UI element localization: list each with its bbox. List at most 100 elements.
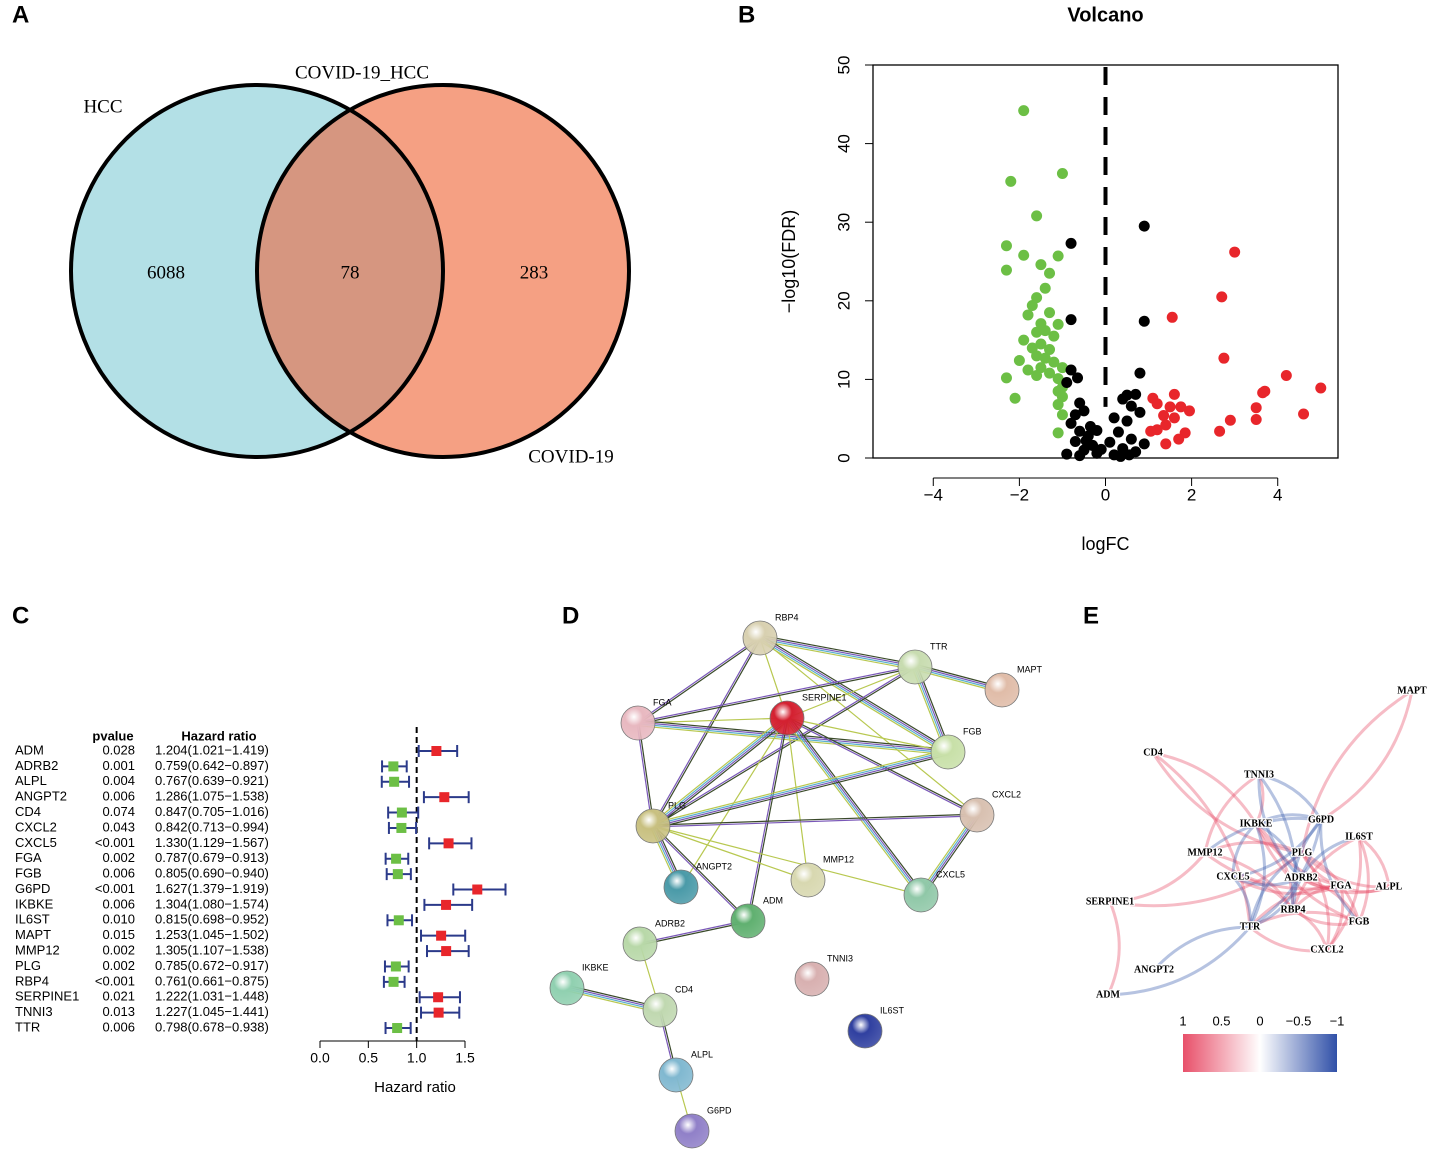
node-label: ALPL (691, 1049, 713, 1059)
hazard-ratio-text: 0.847(0.705−1.016) (155, 804, 269, 819)
row-label: FGA (15, 850, 42, 865)
point (1298, 408, 1310, 420)
node-label: G6PD (1308, 814, 1334, 825)
point (1145, 425, 1157, 437)
node-label: CD4 (675, 984, 693, 994)
node-label: TTR (930, 641, 948, 651)
y-tick-label: 30 (834, 213, 853, 232)
edge (1300, 689, 1414, 855)
edge (1151, 751, 1304, 855)
edge (1291, 884, 1343, 912)
node-label: RBP4 (775, 612, 799, 622)
edge-strand (651, 826, 748, 923)
node-label: CXCL2 (992, 789, 1021, 799)
estimate (391, 853, 402, 864)
point (1000, 264, 1012, 276)
node-label: FGA (653, 697, 672, 707)
x-tick-label: 2 (1187, 485, 1196, 504)
point (1218, 352, 1230, 364)
node-label: ADRB2 (1284, 872, 1317, 883)
point (1091, 424, 1103, 436)
edge (1254, 773, 1265, 826)
p-value: 0.006 (102, 1019, 135, 1034)
point (1022, 364, 1034, 376)
edge (1319, 818, 1361, 924)
point (1250, 413, 1262, 425)
hazard-ratio-text: 1.227(1.045−1.441) (155, 1004, 269, 1019)
point (1056, 362, 1068, 374)
p-value: <0.001 (95, 881, 135, 896)
edge (1231, 822, 1258, 879)
node (930, 734, 966, 770)
edge-strand (638, 667, 916, 725)
edge-strand (652, 825, 809, 881)
point (1138, 438, 1150, 450)
p-value: 0.006 (102, 789, 135, 804)
p-value: 0.002 (102, 958, 135, 973)
set-count: 78 (341, 262, 360, 283)
edge (1291, 908, 1329, 952)
edge (1231, 875, 1295, 912)
hazard-ratio-text: 0.785(0.672−0.917) (155, 958, 269, 973)
edge (1231, 875, 1303, 887)
estimate (389, 776, 400, 787)
p-value: 0.043 (102, 819, 135, 834)
point (1065, 314, 1077, 326)
point (1069, 409, 1081, 421)
colorbar-tick-label: 0.5 (1212, 1013, 1230, 1028)
edge (651, 824, 750, 923)
set-label: COVID-19_HCC (295, 62, 429, 83)
hazard-ratio-text: 0.798(0.678−0.938) (155, 1019, 269, 1034)
node-label: ADM (1096, 989, 1120, 1000)
node (847, 1013, 883, 1049)
edge (1152, 925, 1252, 972)
point (1048, 330, 1060, 342)
hazard-ratio-text: 1.305(1.107−1.538) (155, 943, 269, 958)
node (959, 797, 995, 833)
node-label: IL6ST (880, 1005, 905, 1015)
edge (1254, 822, 1361, 924)
node (742, 620, 778, 656)
row-label: IKBKE (15, 896, 54, 911)
edge-strand (761, 635, 950, 751)
point (1280, 369, 1292, 381)
p-value: 0.001 (102, 758, 135, 773)
node (769, 700, 805, 736)
edge-strand (638, 719, 949, 750)
edge-strand (637, 665, 915, 723)
edge-strand (652, 813, 977, 826)
point (1044, 307, 1056, 319)
point (1168, 388, 1180, 400)
edge (1203, 851, 1295, 912)
panel-label: E (1083, 602, 1099, 629)
edge (1325, 884, 1345, 952)
edge (1231, 818, 1323, 879)
edge (650, 715, 790, 829)
node (642, 992, 678, 1028)
edge (1319, 689, 1414, 822)
node-label: ADRB2 (655, 918, 685, 928)
edge-strand (637, 723, 948, 754)
point (1074, 450, 1086, 462)
row-label: CD4 (15, 804, 41, 819)
estimate (433, 1007, 444, 1018)
edge (1254, 813, 1323, 826)
point (1168, 412, 1180, 424)
hazard-ratio-text: 0.805(0.690−0.940) (155, 866, 269, 881)
edge (637, 665, 916, 725)
edge (1231, 875, 1343, 896)
edge (1300, 851, 1331, 952)
point (1018, 334, 1030, 346)
point (1065, 237, 1077, 249)
edge-strand (640, 921, 749, 946)
plot-frame (872, 64, 1339, 459)
hazard-ratio-text: 0.787(0.679−0.913) (155, 850, 269, 865)
edge (1299, 876, 1361, 924)
edge (1106, 925, 1252, 997)
node-label: MAPT (1017, 664, 1043, 674)
edge (1291, 908, 1361, 926)
point (1257, 387, 1269, 399)
x-tick-label: 0 (1101, 485, 1110, 504)
edge (1254, 822, 1303, 880)
p-value: 0.010 (102, 912, 135, 927)
